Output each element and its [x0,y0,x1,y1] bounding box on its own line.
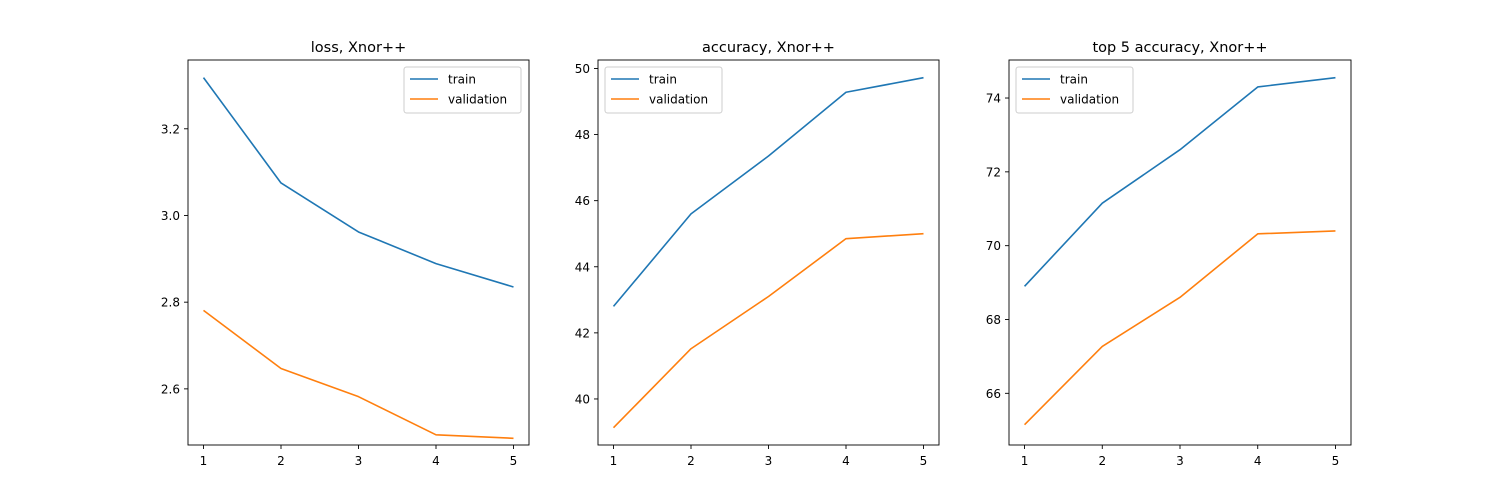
loss-axes-frame [187,59,530,446]
loss-x-tick-label: 2 [277,454,285,468]
top5-accuracy-x-tick-label: 1 [1021,454,1029,468]
accuracy-legend-train-label: train [649,73,677,87]
top5-accuracy-x-tick-label: 4 [1254,454,1262,468]
loss-y-tick-label: 3.2 [161,122,180,136]
top5-accuracy-y-tick-label: 70 [986,239,1001,253]
accuracy-panel: accuracy, Xnor++ 1 2 3 4 5 40 42 44 46 48 50 train va… [575,40,940,468]
accuracy-axes-frame [597,59,940,446]
top5-accuracy-x-tick-label: 3 [1176,454,1184,468]
loss-title: loss, Xnor++ [311,40,406,56]
top5-accuracy-y-tick-label: 72 [986,165,1001,179]
loss-legend-validation-label: validation [448,93,507,107]
loss-y-tick-label: 2.8 [161,296,180,310]
loss-panel: loss, Xnor++ 1 2 3 4 5 2.6 2.8 3.0 3.2 train valida… [161,40,530,468]
loss-validation-line [203,309,514,440]
accuracy-x-tick-label: 5 [920,454,928,468]
loss-x-tick-label: 1 [200,454,208,468]
top5-accuracy-panel: top 5 accuracy, Xnor++ 1 2 3 4 5 66 68 70 72 74 tra… [986,40,1352,468]
accuracy-legend-validation-label: validation [649,93,708,107]
top5-accuracy-legend-train-label: train [1060,73,1088,87]
accuracy-y-tick-label: 42 [575,326,590,340]
top5-accuracy-title: top 5 accuracy, Xnor++ [1092,40,1267,56]
accuracy-y-tick-label: 44 [575,260,590,274]
top5-accuracy-legend-validation-label: validation [1060,93,1119,107]
loss-x-tick-label: 5 [510,454,518,468]
accuracy-legend: train validation [604,66,723,114]
loss-legend: train validation [403,66,522,114]
top5-accuracy-y-tick-label: 74 [986,92,1001,106]
accuracy-x-tick-label: 3 [765,454,773,468]
accuracy-x-tick-label: 2 [687,454,695,468]
top5-accuracy-y-tick-label: 68 [986,313,1001,327]
top5-accuracy-legend: train validation [1015,66,1134,114]
loss-y-tick-label: 2.6 [161,382,180,396]
accuracy-y-tick-label: 46 [575,194,590,208]
top5-accuracy-axes-frame [1008,59,1352,446]
accuracy-y-tick-label: 48 [575,128,590,142]
accuracy-validation-line [612,232,924,429]
accuracy-y-tick-label: 50 [575,62,590,76]
accuracy-y-tick-label: 40 [575,392,590,406]
accuracy-x-tick-label: 1 [610,454,618,468]
loss-x-tick-label: 3 [355,454,363,468]
top5-accuracy-validation-line [1023,230,1336,426]
loss-x-tick-label: 4 [432,454,440,468]
top5-accuracy-x-tick-label: 5 [1332,454,1340,468]
loss-y-tick-label: 3.0 [161,209,180,223]
accuracy-title: accuracy, Xnor++ [702,40,835,56]
top5-accuracy-x-tick-label: 2 [1098,454,1106,468]
accuracy-x-tick-label: 4 [842,454,850,468]
top5-accuracy-y-tick-label: 66 [986,387,1001,401]
loss-legend-train-label: train [448,73,476,87]
